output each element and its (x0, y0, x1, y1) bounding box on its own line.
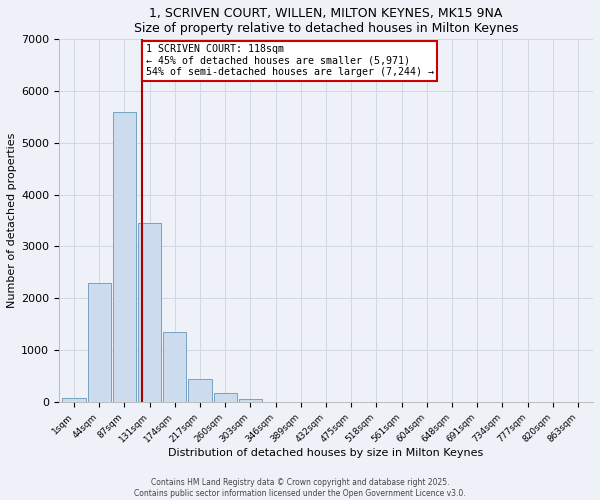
Bar (113, 112, 136, 402)
X-axis label: Distribution of detached houses by size in Milton Keynes: Distribution of detached houses by size … (169, 448, 484, 458)
Bar (163, 332, 187, 402)
Bar (239, 399, 262, 402)
Text: Contains HM Land Registry data © Crown copyright and database right 2025.
Contai: Contains HM Land Registry data © Crown c… (134, 478, 466, 498)
Bar (188, 378, 212, 402)
Bar (138, 223, 161, 402)
Text: 1 SCRIVEN COURT: 118sqm
← 45% of detached houses are smaller (5,971)
54% of semi: 1 SCRIVEN COURT: 118sqm ← 45% of detache… (146, 44, 434, 78)
Title: 1, SCRIVEN COURT, WILLEN, MILTON KEYNES, MK15 9NA
Size of property relative to d: 1, SCRIVEN COURT, WILLEN, MILTON KEYNES,… (134, 7, 518, 35)
Y-axis label: Number of detached properties: Number of detached properties (7, 133, 17, 308)
Bar (62, 398, 86, 402)
Bar (88, 282, 111, 402)
Bar (214, 393, 237, 402)
